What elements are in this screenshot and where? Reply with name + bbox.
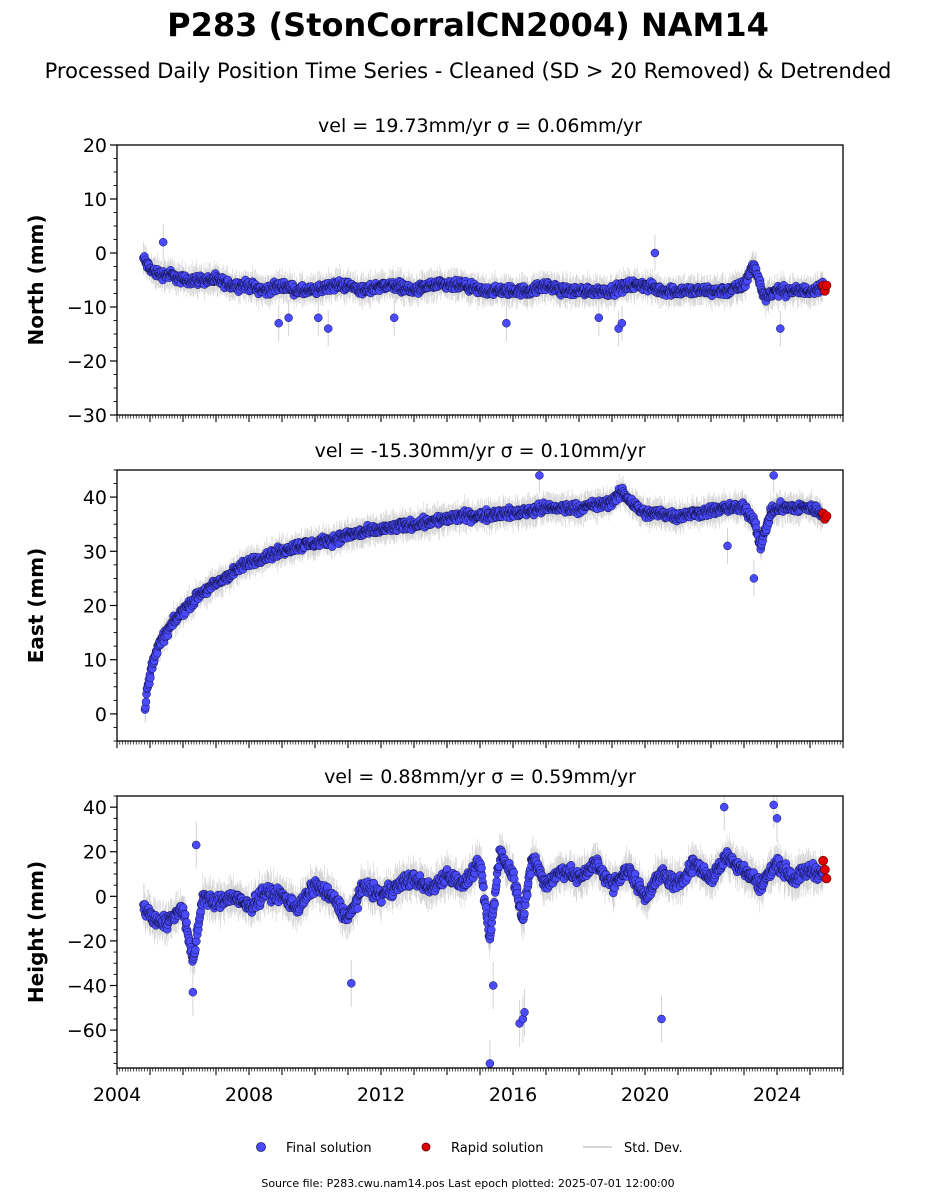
final-outlier-point <box>284 313 293 323</box>
panels: vel = 19.73mm/yr σ = 0.06mm/yr North (mm)… <box>24 115 844 1106</box>
y-tick-label-north: −30 <box>67 405 107 427</box>
panel-title-north: vel = 19.73mm/yr σ = 0.06mm/yr <box>318 115 642 137</box>
y-tick-label-north: 10 <box>83 189 107 211</box>
final-points-north <box>139 237 828 333</box>
figure-title: P283 (StonCorralCN2004) NAM14 <box>167 6 769 44</box>
y-tick-label-north: −10 <box>67 297 107 319</box>
panel-east: vel = -15.30mm/yr σ = 0.10mm/yr East (mm)… <box>24 440 844 748</box>
y-tick-label-north: −20 <box>67 351 107 373</box>
final-points-east <box>140 471 828 714</box>
final-outlier-point <box>158 237 168 247</box>
y-axis-label-east: East (mm) <box>24 548 48 664</box>
rapid-point <box>821 280 832 291</box>
final-outlier-point <box>617 318 627 328</box>
plot-area-east <box>140 470 832 724</box>
final-outlier-point <box>274 318 283 328</box>
panel-north: vel = 19.73mm/yr σ = 0.06mm/yr North (mm)… <box>24 115 844 427</box>
final-outlier-point <box>323 324 333 333</box>
final-outlier-point <box>594 313 604 323</box>
figure-subtitle: Processed Daily Position Time Series - C… <box>45 59 892 83</box>
final-point <box>146 673 155 683</box>
y-tick-label-north: 20 <box>83 135 107 157</box>
std-dev-bars-east <box>144 470 824 724</box>
panel-title-east: vel = -15.30mm/yr σ = 0.10mm/yr <box>315 440 646 462</box>
y-tick-label-north: 0 <box>95 243 107 265</box>
y-axis-label-north: North (mm) <box>24 214 48 345</box>
plot-area-north <box>139 224 832 347</box>
final-outlier-point <box>314 313 323 323</box>
final-outlier-point <box>389 313 399 323</box>
final-point <box>141 697 151 707</box>
rapid-points-north <box>818 280 832 296</box>
final-outlier-point <box>650 248 660 258</box>
final-outlier-point <box>776 324 785 333</box>
final-outlier-point <box>502 318 511 328</box>
